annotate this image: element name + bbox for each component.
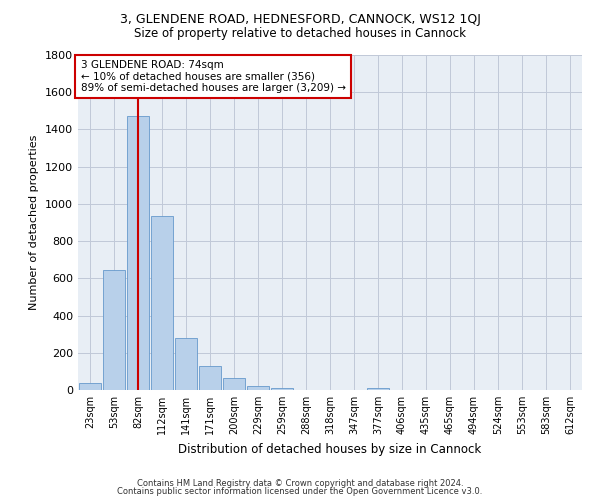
Bar (127, 116, 149, 390)
Bar (247, 386, 269, 390)
Text: 3 GLENDENE ROAD: 74sqm
← 10% of detached houses are smaller (356)
89% of semi-de: 3 GLENDENE ROAD: 74sqm ← 10% of detached… (80, 60, 346, 93)
Y-axis label: Number of detached properties: Number of detached properties (29, 135, 40, 310)
Bar (175, 338, 197, 390)
Bar (271, 388, 293, 390)
Bar (199, 366, 221, 390)
Bar (103, 270, 125, 390)
Text: 3, GLENDENE ROAD, HEDNESFORD, CANNOCK, WS12 1QJ: 3, GLENDENE ROAD, HEDNESFORD, CANNOCK, W… (119, 12, 481, 26)
Text: Size of property relative to detached houses in Cannock: Size of property relative to detached ho… (134, 28, 466, 40)
Bar (79, 383, 101, 390)
Text: Contains HM Land Registry data © Crown copyright and database right 2024.: Contains HM Land Registry data © Crown c… (137, 478, 463, 488)
Bar (367, 388, 389, 390)
Text: Contains public sector information licensed under the Open Government Licence v3: Contains public sector information licen… (118, 487, 482, 496)
Bar (151, 216, 173, 390)
X-axis label: Distribution of detached houses by size in Cannock: Distribution of detached houses by size … (178, 442, 482, 456)
Bar (223, 378, 245, 390)
